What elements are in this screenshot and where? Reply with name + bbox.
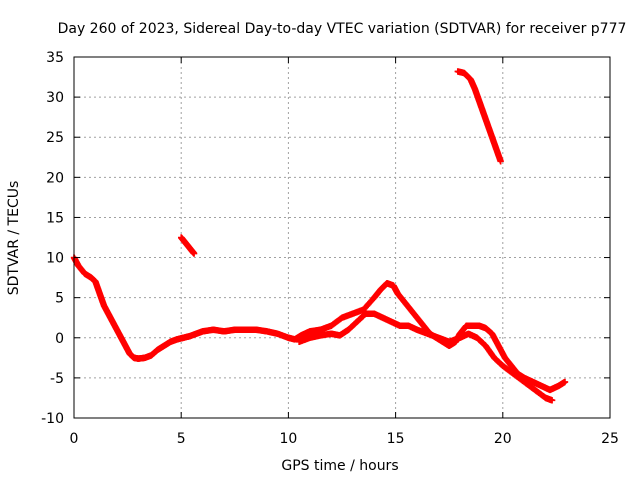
y-tick-label: 15 xyxy=(46,210,64,226)
y-tick-label: 30 xyxy=(46,90,64,106)
y-tick-label: 20 xyxy=(46,170,64,186)
x-tick-label: 0 xyxy=(70,431,79,447)
x-axis-ticks: 0 5 10 15 20 25 xyxy=(70,57,619,447)
x-tick-label: 20 xyxy=(494,431,512,447)
plot-frame xyxy=(73,56,611,419)
y-tick-label: 0 xyxy=(55,331,64,347)
grid-lines xyxy=(74,57,610,418)
series-segment-near-18h xyxy=(454,68,504,165)
y-tick-label: 10 xyxy=(46,251,64,267)
y-tick-label: 35 xyxy=(46,50,64,66)
x-tick-label: 25 xyxy=(601,431,619,447)
y-tick-label: 5 xyxy=(55,291,64,307)
series-short-segment-near-5h xyxy=(178,234,198,257)
data-point-marker xyxy=(497,158,504,165)
y-tick-label: 25 xyxy=(46,130,64,146)
y-axis-ticks: -10 -5 0 5 10 15 20 25 30 35 xyxy=(41,50,610,427)
x-tick-label: 5 xyxy=(177,431,186,447)
y-tick-label: -10 xyxy=(41,411,64,427)
x-tick-label: 10 xyxy=(279,431,297,447)
x-tick-label: 15 xyxy=(387,431,405,447)
x-axis-label: GPS time / hours xyxy=(281,458,398,474)
series-main-track xyxy=(70,254,569,394)
series-secondary-track xyxy=(295,310,556,404)
y-axis-label: SDTVAR / TECUs xyxy=(6,181,22,296)
chart-title: Day 260 of 2023, Sidereal Day-to-day VTE… xyxy=(58,21,627,37)
data-point-marker xyxy=(561,378,569,386)
data-points xyxy=(70,68,569,404)
y-tick-label: -5 xyxy=(50,371,64,387)
data-point-marker xyxy=(190,250,198,257)
data-point-marker xyxy=(548,397,556,404)
